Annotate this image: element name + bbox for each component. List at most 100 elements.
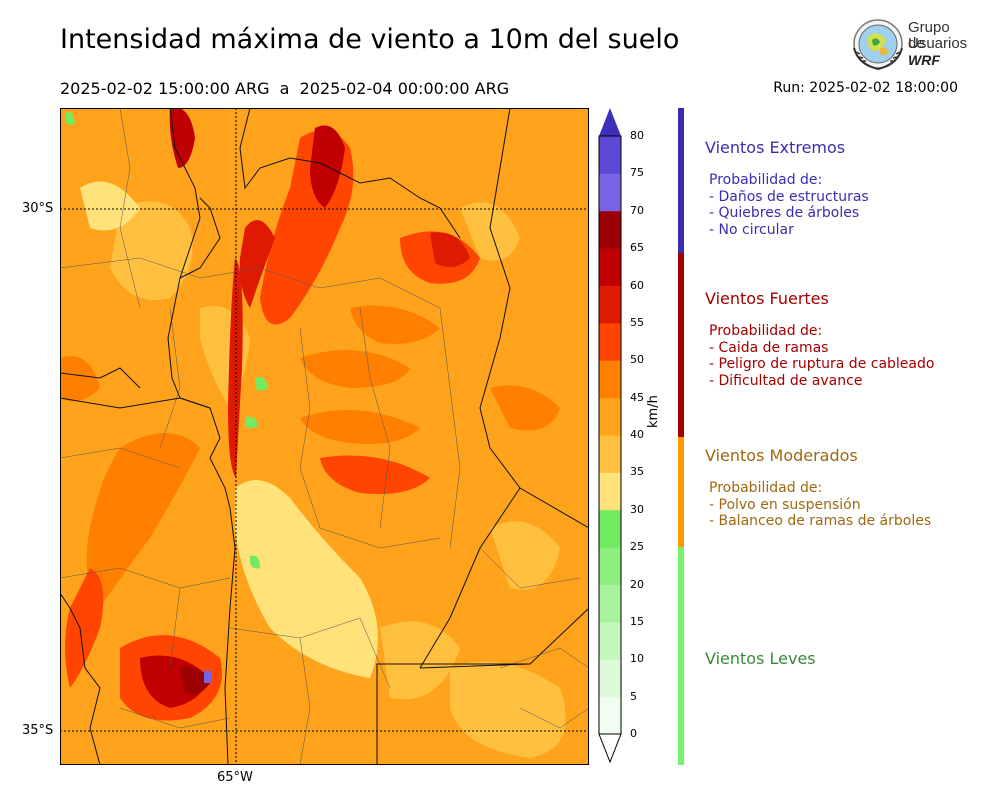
- category-desc-moderados: Probabilidad de: - Polvo en suspensión -…: [709, 480, 931, 530]
- category-title-fuertes: Vientos Fuertes: [705, 289, 829, 308]
- colorbar-tick-label: 20: [630, 577, 644, 591]
- colorbar-tick-label: 0: [630, 727, 637, 740]
- colorbar-segment: [599, 248, 621, 286]
- category-bar-moderados: [678, 437, 684, 547]
- colorbar-tick-label: 5: [630, 689, 637, 703]
- category-line: - Balanceo de ramas de árboles: [709, 513, 932, 529]
- extreme-wind-core-south: [180, 667, 210, 695]
- category-bar-fuertes: [678, 253, 684, 437]
- colorbar-tick-label: 50: [630, 353, 644, 367]
- light-wind-spot-2: [245, 416, 258, 428]
- colorbar-segment: [599, 659, 621, 698]
- moderate-wind-area-2: [110, 201, 193, 300]
- extreme-wind-spot: [204, 671, 212, 683]
- colorbar-segment: [599, 136, 621, 174]
- department-boundaries: [59, 107, 590, 766]
- lat-label-35s: 35°S: [22, 723, 54, 738]
- category-line: - Polvo en suspensión: [709, 496, 861, 513]
- category-line: - Daños de estructuras: [709, 188, 869, 205]
- colorbar-segment: [599, 584, 621, 623]
- colorbar-min-arrow: [598, 733, 622, 764]
- category-line: Probabilidad de:: [709, 480, 823, 496]
- category-bar-leves: [678, 547, 684, 765]
- category-line: - Caida de ramas: [709, 339, 829, 356]
- logo-text-line2: Usuarios: [908, 35, 968, 52]
- colorbar-tick-label: 10: [630, 652, 644, 666]
- logo-text-wrf: WRF: [908, 52, 940, 68]
- colorbar-tick-label: 60: [630, 278, 644, 292]
- colorbar-segment: [599, 285, 621, 324]
- forecast-period: 2025-02-02 15:00:00 ARG a 2025-02-04 00:…: [60, 79, 510, 98]
- graticule: [60, 108, 589, 765]
- globe-seal-icon: [853, 19, 903, 71]
- category-line: - Dificultad de avance: [709, 372, 863, 389]
- colorbar-segment: [599, 173, 621, 212]
- category-desc-fuertes: Probabilidad de: - Caida de ramas - Peli…: [709, 323, 934, 389]
- wind-band-3: [300, 410, 420, 444]
- wind-map-panel: [59, 107, 590, 769]
- map-frame: [60, 108, 589, 765]
- colorbar-segment: [599, 696, 621, 735]
- light-wind-area-central: [235, 480, 378, 678]
- wind-band-east-2: [490, 385, 560, 431]
- wrf-users-group-logo: Grupo de Usuarios WRF: [850, 18, 970, 72]
- colorbar-tick-label: 65: [630, 241, 644, 255]
- colorbar-tick-label: 15: [630, 614, 644, 628]
- colorbar-segment: [599, 435, 621, 473]
- light-wind-area-north: [80, 181, 140, 231]
- moderate-wind-area-3: [380, 621, 460, 700]
- colorbar-segment: [599, 322, 621, 361]
- model-run-time: Run: 2025-02-02 18:00:00: [773, 80, 958, 96]
- strong-wind-core-1: [239, 220, 275, 308]
- colorbar-tick-label: 75: [630, 166, 644, 180]
- colorbar-tick-label: 35: [630, 465, 644, 479]
- category-line: - Quiebres de árboles: [709, 205, 860, 221]
- moderate-wind-area-south: [450, 661, 566, 758]
- strong-wind-core-east: [430, 232, 470, 267]
- colorbar-frame: [598, 135, 622, 735]
- colorbar-segment: [599, 360, 621, 399]
- colorbar-max-arrow: [599, 108, 621, 136]
- wind-band-west-2: [60, 356, 100, 402]
- category-desc-extremos: Probabilidad de: - Daños de estructuras …: [709, 172, 869, 238]
- intense-wind-core-top: [169, 107, 195, 168]
- colorbar-tick-label: 80: [630, 129, 644, 142]
- colorbar-segment: [599, 621, 621, 660]
- colorbar-tick-label: 45: [630, 390, 644, 404]
- strong-wind-band-southwest: [65, 568, 104, 688]
- category-line: Probabilidad de:: [709, 323, 823, 339]
- strong-wind-ridge: [228, 258, 243, 478]
- colorbar-tick-label: 70: [630, 203, 644, 217]
- colorbar-tick-label: 40: [630, 428, 644, 441]
- colorbar-tick-label: 55: [630, 315, 644, 329]
- moderate-wind-area-4: [490, 521, 560, 590]
- colorbar-unit-label: km/h: [646, 395, 661, 428]
- colorbar-segment: [599, 210, 621, 249]
- lon-label-65w: 65°W: [217, 770, 253, 785]
- light-wind-spot-3: [250, 555, 260, 569]
- category-title-leves: Vientos Leves: [705, 649, 816, 668]
- colorbar: [598, 108, 622, 764]
- strong-wind-band-west: [86, 433, 200, 608]
- light-wind-spot-4: [65, 111, 75, 125]
- lat-label-30s: 30°S: [22, 201, 54, 216]
- colorbar-segment: [599, 397, 621, 436]
- moderate-wind-area-ne: [460, 202, 520, 261]
- wind-band-1: [350, 305, 440, 344]
- logo-text-line1: Grupo de: [908, 19, 950, 52]
- wind-band-2: [300, 350, 410, 388]
- category-title-moderados: Vientos Moderados: [705, 446, 858, 465]
- colorbar-segment: [599, 547, 621, 585]
- colorbar-segment: [599, 509, 621, 548]
- colorbar-tick-label: 25: [630, 540, 644, 554]
- colorbar-segment: [599, 472, 621, 511]
- category-title-extremos: Vientos Extremos: [705, 138, 846, 157]
- category-line: Probabilidad de:: [709, 172, 823, 188]
- chart-title: Intensidad máxima de viento a 10m del su…: [60, 24, 680, 55]
- category-line: - No circular: [709, 221, 794, 238]
- light-wind-spot-1: [255, 376, 268, 391]
- category-line: - Peligro de ruptura de cableado: [709, 356, 935, 372]
- category-bar-extremos: [678, 108, 684, 253]
- colorbar-tick-label: 30: [630, 502, 644, 516]
- wind-band-4: [320, 455, 430, 494]
